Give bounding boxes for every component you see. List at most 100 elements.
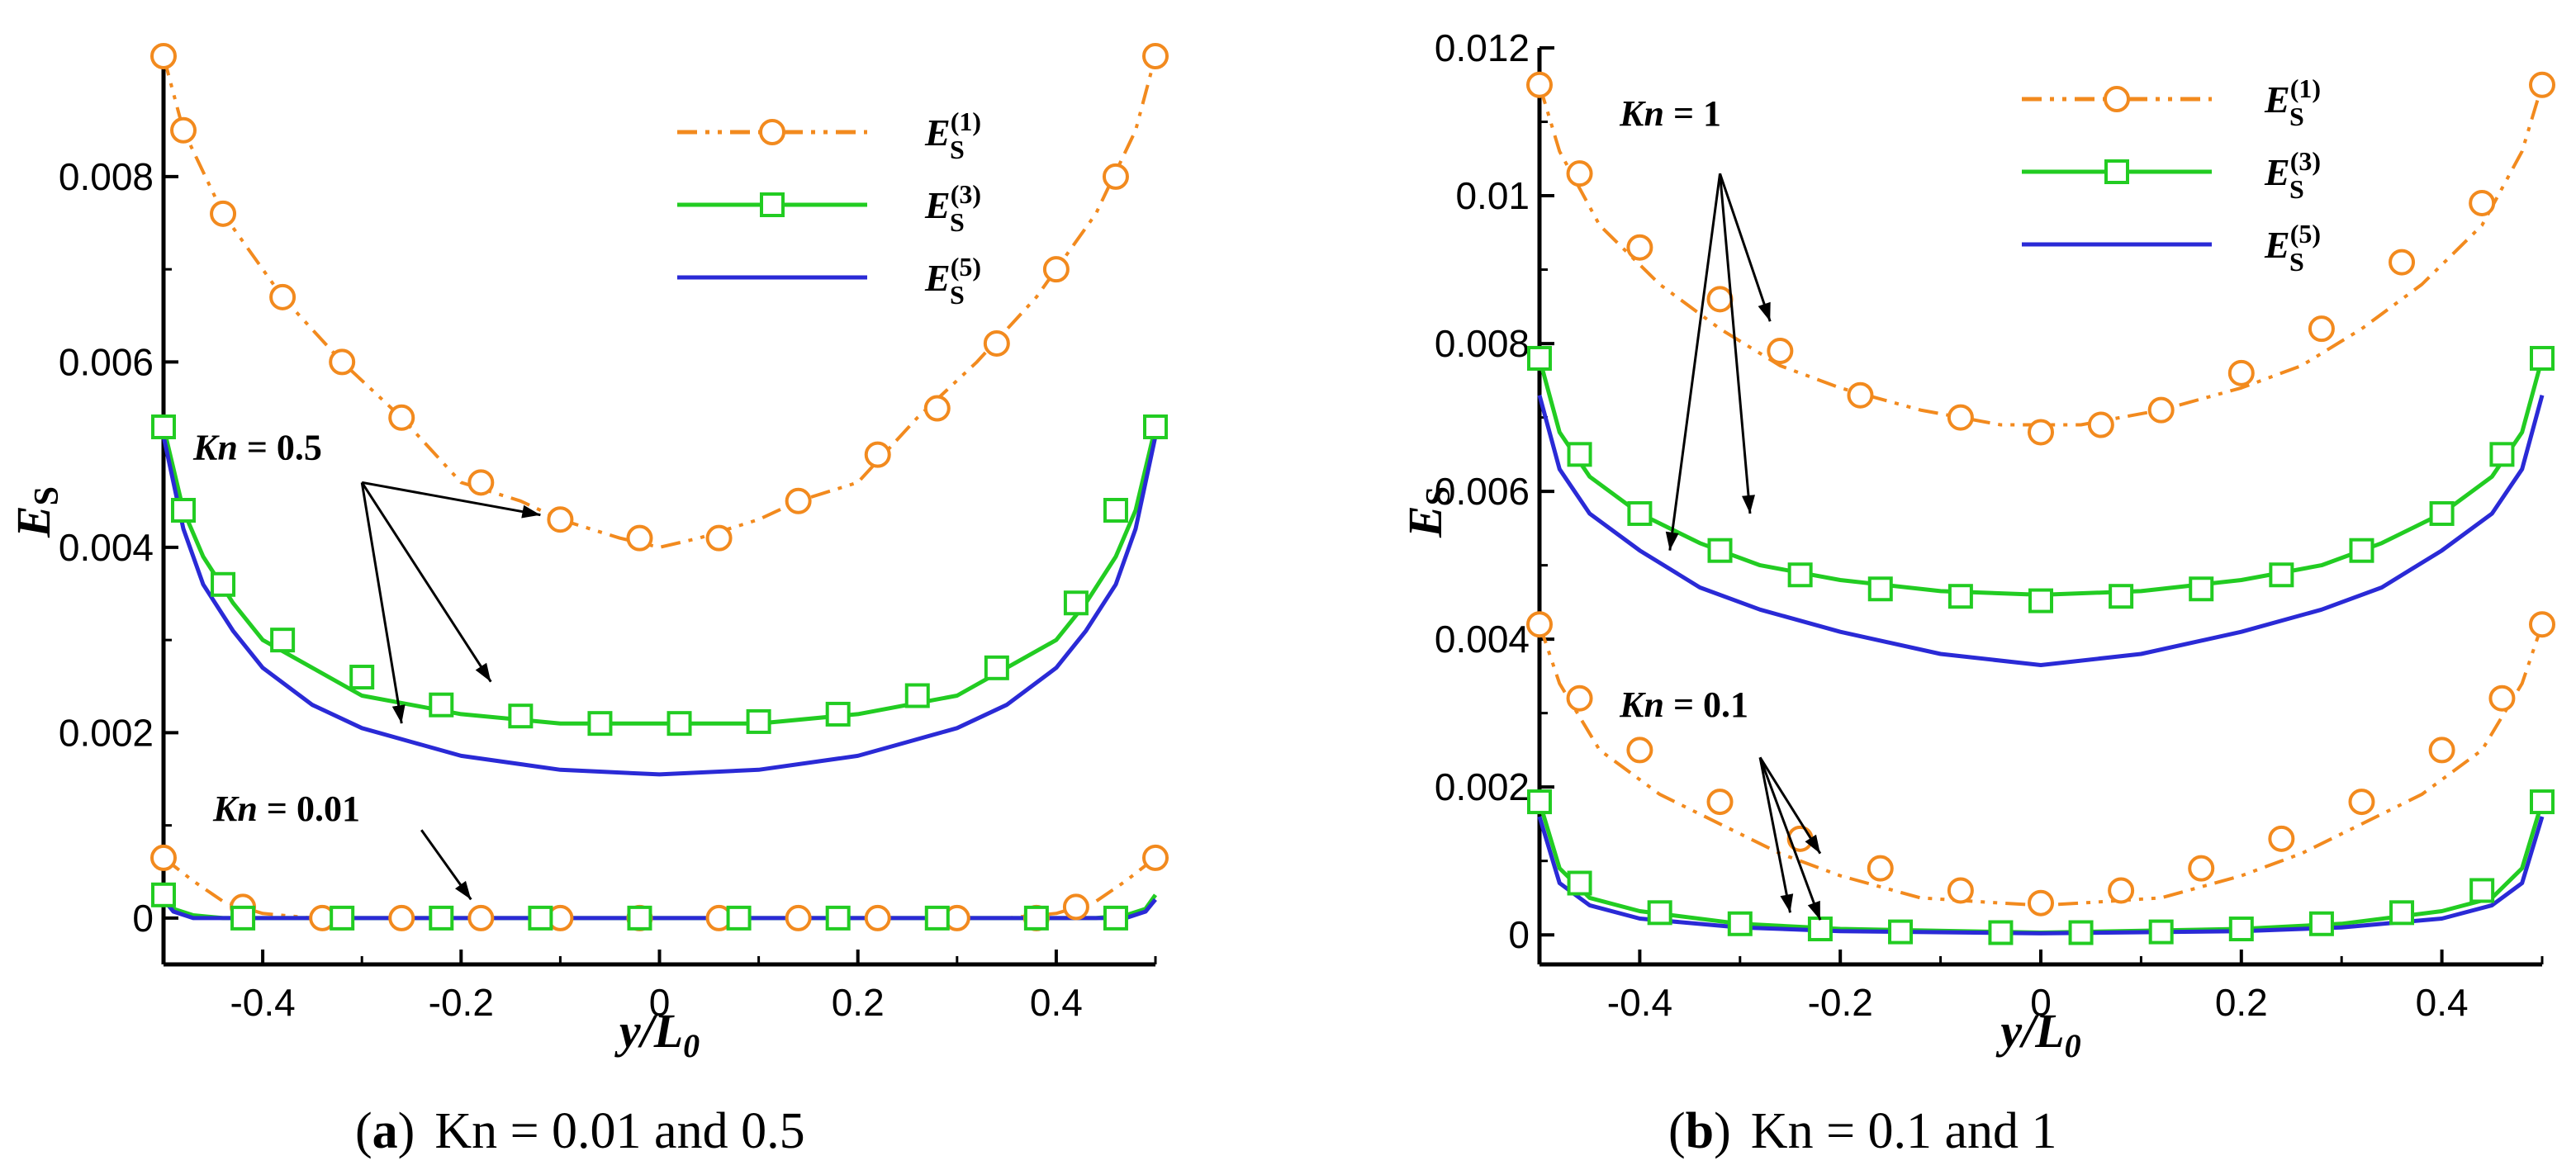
- data-point-E1: [170, 116, 197, 144]
- data-point-E1: [1867, 855, 1894, 882]
- chart-panel-a: 0 0.002 0.004 0.006 0.008 -0.4 -0.2 0 0.2 0.4 y/L0…: [7, 43, 1169, 1064]
- data-point-E3: [2349, 538, 2374, 563]
- data-point-E3: [825, 905, 851, 931]
- y-tick-label: 0.012: [1435, 26, 1530, 69]
- data-point-E1: [1947, 877, 1974, 904]
- data-point-E1: [1142, 43, 1169, 69]
- data-point-E1: [2147, 396, 2175, 424]
- series-line-E5-kn-1: [1537, 395, 2545, 667]
- data-point-E1: [983, 329, 1010, 357]
- legend-label-E1: E(1) S: [924, 107, 981, 164]
- x-axis-label: y/L0: [1995, 1004, 2080, 1064]
- data-point-E1: [2529, 71, 2555, 98]
- chart-panel-b: 0 0.002 0.004 0.006 0.008 0.01 0.012 -0.4 -0.2 0 0…: [1398, 26, 2555, 1064]
- series-line-E1-kn-0.5: [162, 55, 1157, 549]
- data-point-E3: [984, 655, 1009, 680]
- annotation-arrowhead: [1665, 531, 1679, 551]
- data-point-E3: [924, 905, 950, 931]
- data-point-E1: [2469, 189, 2496, 216]
- annotation-label: Kn = 0.5: [192, 427, 322, 467]
- data-point-E3: [2389, 900, 2415, 926]
- data-point-E1: [2268, 825, 2295, 852]
- x-tick-label: -0.2: [429, 981, 494, 1024]
- y-tick-label: 0: [132, 897, 154, 940]
- data-point-E1: [626, 524, 653, 552]
- series-line-E5-kn-0.01: [162, 898, 1157, 921]
- data-point-E1: [388, 904, 415, 931]
- annotation-arrowhead: [1758, 301, 1771, 322]
- legend-marker-E3: [760, 192, 785, 217]
- data-point-E3: [1567, 870, 1592, 896]
- data-point-E3: [429, 692, 454, 718]
- series-line-E5-kn-0.1: [1537, 816, 2545, 936]
- data-point-E3: [1647, 900, 1672, 926]
- x-tick-label: 0: [649, 981, 671, 1024]
- annotation-arrow: [360, 482, 403, 724]
- annotation-arrow: [1719, 173, 1772, 322]
- data-point-E1: [785, 904, 812, 931]
- annotation-label: Kn = 0.01: [212, 789, 360, 829]
- y-tick-label: 0.002: [59, 711, 154, 754]
- data-point-E1: [210, 200, 237, 227]
- data-point-E3: [825, 701, 851, 727]
- data-point-E3: [1567, 442, 1592, 467]
- data-point-E3: [508, 703, 534, 729]
- data-point-E3: [1063, 590, 1089, 616]
- data-point-E3: [528, 905, 553, 931]
- data-point-E1: [1566, 160, 1593, 187]
- data-point-E1: [388, 404, 415, 431]
- series-line-E1-kn-0.01: [162, 856, 1157, 920]
- data-point-E3: [1807, 917, 1833, 942]
- data-point-E3: [2429, 500, 2455, 526]
- data-point-E1: [1042, 256, 1070, 283]
- legend-marker-E3: [2104, 159, 2129, 184]
- y-tick-label: 0.004: [1435, 618, 1530, 661]
- data-point-E1: [1847, 381, 1874, 409]
- y-tick-label: 0: [1508, 913, 1530, 956]
- data-point-E3: [2530, 789, 2555, 815]
- data-point-E3: [151, 882, 176, 907]
- data-point-E1: [2108, 877, 2135, 904]
- data-point-E1: [1526, 611, 1553, 638]
- y-tick-label: 0.008: [59, 155, 154, 198]
- x-tick-label: 0.4: [2416, 981, 2469, 1024]
- data-point-E3: [1787, 562, 1813, 588]
- data-point-E3: [2228, 917, 2254, 942]
- data-point-E1: [1526, 71, 1553, 98]
- data-point-E3: [667, 711, 692, 737]
- x-tick-label: -0.4: [1607, 981, 1672, 1024]
- annotation-arrow: [1758, 756, 1822, 921]
- data-point-E3: [1103, 498, 1128, 523]
- data-point-E3: [2148, 919, 2174, 945]
- legend-label-E5: E(5) S: [2264, 219, 2321, 277]
- caption-b: (b) Kn = 0.1 and 1: [1668, 1103, 2057, 1159]
- data-point-E1: [2529, 611, 2555, 638]
- data-point-E3: [746, 708, 771, 734]
- data-point-E1: [2389, 249, 2416, 276]
- series-line-E5-kn-0.5: [161, 435, 1158, 777]
- data-point-E3: [171, 498, 197, 523]
- x-tick-label: -0.4: [230, 981, 295, 1024]
- annotation-arrow: [1758, 757, 1791, 913]
- data-point-E3: [2109, 584, 2134, 609]
- annotation-arrow: [1719, 173, 1752, 514]
- caption-a: (a) Kn = 0.01 and 0.5: [355, 1103, 805, 1159]
- annotation-arrow: [1668, 173, 1722, 551]
- data-point-E1: [2028, 889, 2054, 917]
- data-point-E3: [1023, 905, 1049, 931]
- data-point-E1: [1142, 844, 1169, 871]
- data-point-E1: [1706, 789, 1734, 816]
- data-point-E1: [1062, 893, 1089, 921]
- data-point-E1: [2488, 684, 2516, 712]
- y-axis-label: ES: [1398, 486, 1458, 538]
- x-tick-label: -0.2: [1808, 981, 1873, 1024]
- y-tick-label: 0.006: [59, 340, 154, 383]
- data-point-E1: [2428, 737, 2455, 764]
- y-tick-label: 0.01: [1455, 174, 1530, 217]
- y-tick-label: 0.002: [1435, 765, 1530, 808]
- data-point-E3: [2189, 576, 2214, 602]
- data-point-E1: [467, 469, 495, 496]
- annotation-label: Kn = 1: [1619, 93, 1721, 134]
- annotation-arrowhead: [475, 662, 491, 682]
